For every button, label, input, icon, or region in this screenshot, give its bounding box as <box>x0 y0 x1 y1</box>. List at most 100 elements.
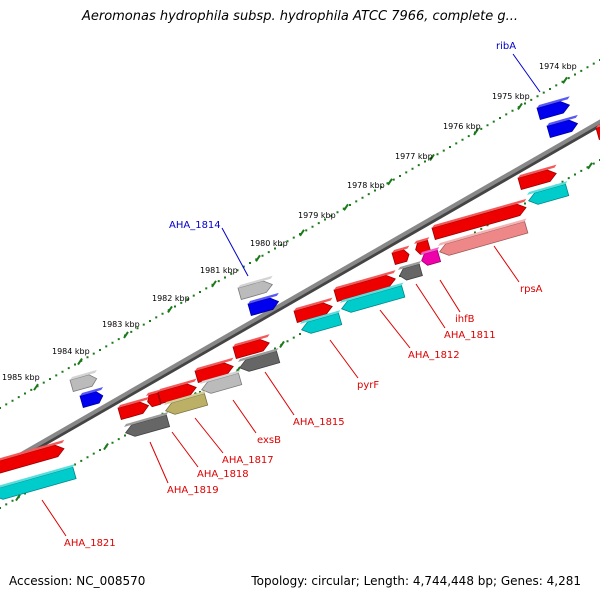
major-tick <box>429 153 435 161</box>
tick-dot <box>549 88 551 90</box>
tick-dot <box>586 166 589 169</box>
tick-dot <box>505 113 508 116</box>
tick-label: 1980 kbp <box>250 239 288 248</box>
gene-red-1 <box>431 198 527 241</box>
tick-dot <box>124 434 126 437</box>
major-tick <box>473 128 479 136</box>
gene-label-AHA_1818[interactable]: AHA_1818 <box>197 469 249 480</box>
gene-AHA_1815 <box>238 348 281 372</box>
gene-label-rpsA[interactable]: rpsA <box>520 284 543 295</box>
gene-gray-left <box>69 369 98 393</box>
tick-dot <box>411 167 414 170</box>
gene-label-AHA_1821[interactable]: AHA_1821 <box>64 538 116 549</box>
tick-dot <box>567 177 570 180</box>
tick-dot <box>317 222 320 225</box>
gene-arrow-top <box>158 378 197 392</box>
accession-text: Accession: NC_008570 <box>9 574 146 588</box>
tick-dot <box>486 224 489 227</box>
gene-arrow-body <box>399 263 423 281</box>
gene-arrow-body <box>238 350 281 372</box>
gene-label-AHA_1815[interactable]: AHA_1815 <box>293 417 345 428</box>
tick-dot <box>449 146 451 148</box>
tick-dot <box>561 180 564 183</box>
tick-dot <box>161 312 164 315</box>
tick-dot <box>42 381 45 384</box>
gene-blue-left <box>79 387 104 409</box>
leader-line <box>329 339 359 379</box>
gene-label-ihfB[interactable]: ihfB <box>455 314 475 325</box>
gene-label-AHA_1817[interactable]: AHA_1817 <box>222 455 274 466</box>
tick-dot <box>592 62 595 65</box>
gene-arrow-top <box>238 275 273 288</box>
topology-text: Topology: circular; Length: 4,744,448 bp… <box>251 574 581 588</box>
tick-dot <box>286 240 289 243</box>
tick-dot <box>136 327 139 330</box>
backbone-layer <box>0 119 600 472</box>
tick-dot <box>205 287 208 290</box>
gene-arrow-top <box>118 396 149 408</box>
tick-dot <box>492 120 495 123</box>
tick-dot <box>436 153 439 156</box>
tick-dot <box>242 265 245 268</box>
gene-label-AHA_1819[interactable]: AHA_1819 <box>167 485 219 496</box>
gene-label-exsB[interactable]: exsB <box>257 435 281 446</box>
tick-dot <box>349 204 351 206</box>
tick-dot <box>111 341 114 344</box>
tick-dot <box>155 316 158 319</box>
gene-label-ribA[interactable]: ribA <box>496 41 516 52</box>
gene-arrow-top <box>294 297 333 311</box>
gene-red-11 <box>0 439 65 474</box>
tick-dot <box>274 347 276 350</box>
leader-line <box>171 431 199 468</box>
leader-line <box>194 417 224 454</box>
tick-label: 1982 kbp <box>152 294 190 303</box>
tick-dot <box>5 403 8 406</box>
gene-label-AHA_1814[interactable]: AHA_1814 <box>169 220 221 231</box>
gene-arrow-body <box>0 466 77 500</box>
gene-rpsA <box>438 218 529 256</box>
tick-dot <box>311 225 314 228</box>
tick-dot <box>536 95 539 98</box>
tick-dot <box>17 396 20 399</box>
tick-dot <box>461 138 464 141</box>
gene-arrow-top <box>420 247 440 255</box>
tick-dot <box>574 173 576 176</box>
upper-tick-track <box>0 59 600 409</box>
tick-dot <box>399 175 401 177</box>
gene-arrow-top <box>392 245 410 253</box>
tick-label: 1975 kbp <box>492 92 530 101</box>
leader-line <box>379 309 411 349</box>
tick-dot <box>199 291 201 293</box>
gene-arrow-top <box>527 181 568 195</box>
gene-arrow-top <box>248 292 279 304</box>
leader-line <box>415 283 446 329</box>
gene-ribA-b <box>546 114 579 139</box>
tick-dot <box>86 456 89 459</box>
tick-dot <box>524 102 526 105</box>
gene-arrow-top <box>0 439 65 461</box>
tick-dot <box>142 323 145 326</box>
gene-AHA_1812 <box>340 282 406 313</box>
tick-label: 1981 kbp <box>200 266 238 275</box>
major-tick <box>167 305 173 313</box>
tick-dot <box>580 69 583 72</box>
gene-label-AHA_1811[interactable]: AHA_1811 <box>444 330 496 341</box>
gene-red-0 <box>517 164 557 191</box>
tick-dot <box>0 507 1 509</box>
major-tick <box>299 229 305 237</box>
gene-arrow-top <box>414 237 430 244</box>
gene-label-AHA_1812[interactable]: AHA_1812 <box>408 350 460 361</box>
tick-label: 1974 kbp <box>539 62 577 71</box>
gene-arrow-top <box>200 370 241 384</box>
major-tick <box>517 102 523 110</box>
gene-arrow-top <box>146 389 160 396</box>
tick-dot <box>86 356 89 359</box>
gene-arrow-body <box>200 372 243 394</box>
tick-dot <box>292 336 295 339</box>
tick-dot <box>561 80 564 83</box>
features-layer <box>0 96 600 500</box>
gene-label-pyrF[interactable]: pyrF <box>357 380 379 391</box>
tick-dot <box>149 320 151 322</box>
tick-label: 1983 kbp <box>102 320 140 329</box>
